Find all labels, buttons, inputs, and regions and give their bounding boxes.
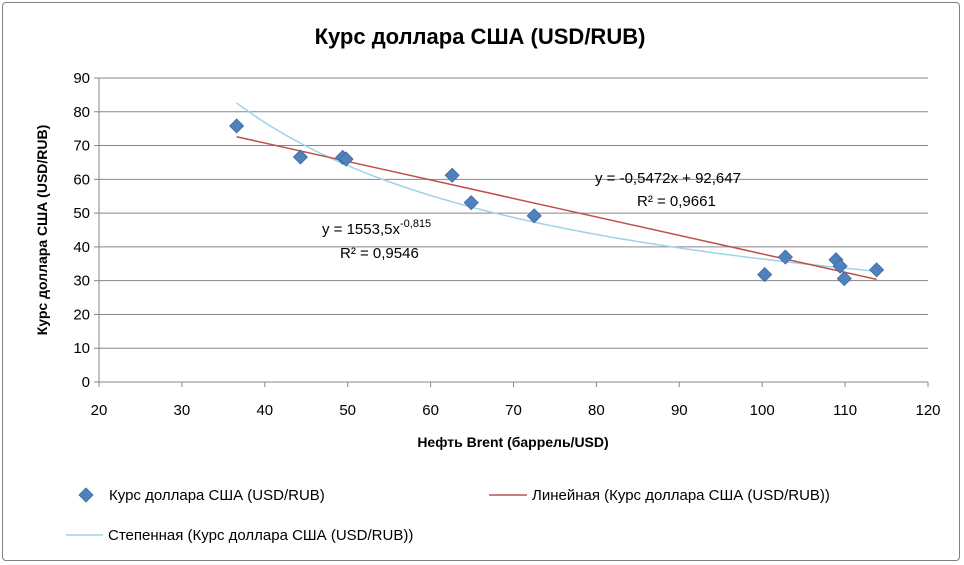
data-point (292, 149, 309, 165)
data-points (229, 118, 885, 287)
x-tick-label: 100 (750, 402, 775, 419)
data-point (832, 258, 848, 274)
power-r2-label: R² = 0,9546 (340, 245, 419, 262)
linear-r2-label: R² = 0,9661 (637, 193, 716, 210)
y-tick-label: 0 (82, 374, 90, 391)
data-point (229, 118, 245, 134)
y-tick-label: 80 (73, 104, 90, 121)
y-tick-label: 40 (73, 239, 90, 256)
y-tick-label: 90 (73, 70, 90, 87)
gridlines (94, 77, 928, 383)
power-equation-label: y = 1553,5x-0,815 (322, 218, 431, 238)
legend-label-points: Курс доллара США (USD/RUB) (109, 487, 325, 504)
y-tick-label: 60 (73, 171, 90, 188)
data-point (463, 195, 479, 211)
data-point (526, 208, 542, 224)
y-axis-title: Курс доллара США (USD/RUB) (34, 125, 50, 336)
x-tick-label: 80 (588, 402, 605, 419)
x-tick-label: 110 (833, 402, 857, 419)
x-tick-label: 20 (91, 402, 108, 419)
y-tick-label: 10 (73, 340, 90, 357)
data-point (869, 262, 885, 278)
x-tick-label: 120 (915, 402, 940, 419)
x-tick-label: 40 (256, 402, 273, 419)
data-point (757, 267, 773, 283)
data-point (338, 151, 354, 167)
y-tick-label: 20 (73, 306, 90, 323)
x-tick-labels: 20 30 40 50 60 70 80 90 100 110 120 (91, 402, 941, 419)
x-tick-label: 60 (422, 402, 439, 419)
x-tick-label: 30 (174, 402, 191, 419)
y-tick-labels: 0 10 20 30 40 50 60 70 80 90 (73, 70, 90, 391)
chart-title: Курс доллара США (USD/RUB) (315, 24, 646, 49)
x-tick-label: 50 (339, 402, 356, 419)
y-tick-label: 50 (73, 205, 90, 222)
legend-label-power: Степенная (Курс доллара США (USD/RUB)) (108, 527, 413, 544)
x-axis-title: Нефть Brent (баррель/USD) (417, 434, 608, 450)
data-point (777, 249, 793, 265)
legend-label-linear: Линейная (Курс доллара США (USD/RUB)) (532, 487, 830, 504)
y-tick-label: 70 (73, 138, 90, 155)
power-trendline (236, 102, 877, 273)
y-tick-label: 30 (73, 273, 90, 290)
data-point (444, 167, 460, 183)
x-tick-label: 70 (505, 402, 522, 419)
legend-marker-diamond (78, 487, 94, 503)
x-tick-label: 90 (671, 402, 688, 419)
linear-equation-label: y = -0,5472x + 92,647 (595, 170, 741, 187)
legend: Курс доллара США (USD/RUB) Линейная (Кур… (66, 487, 830, 544)
axes (98, 78, 929, 387)
power-equation-base: y = 1553,5x (322, 221, 400, 238)
data-point (836, 271, 852, 287)
power-equation-exponent: -0,815 (400, 218, 431, 230)
